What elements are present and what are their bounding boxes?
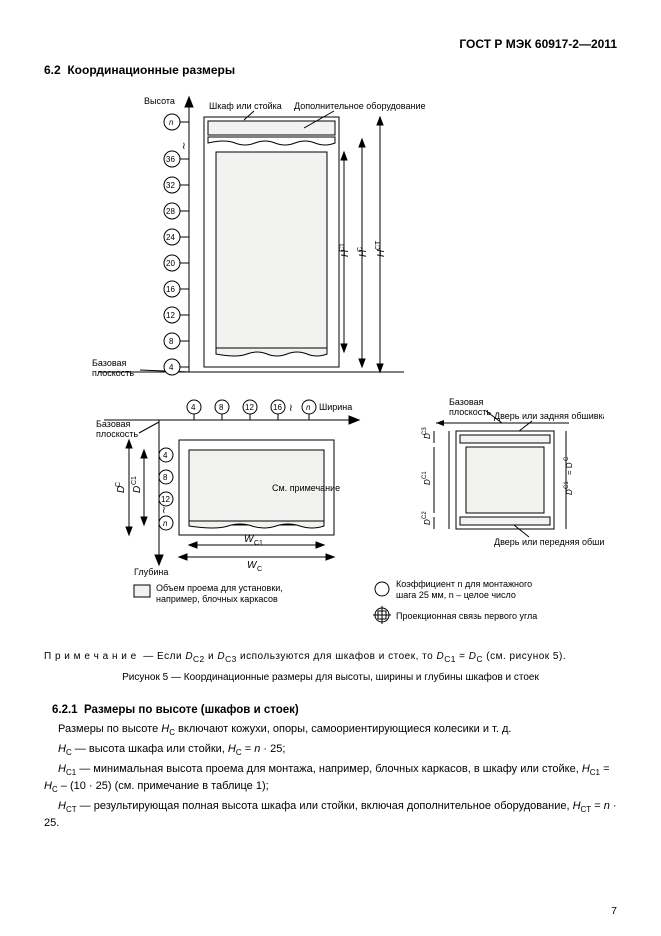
svg-text:n: n xyxy=(163,519,168,528)
figure-caption: Рисунок 5 — Координационные размеры для … xyxy=(44,671,617,685)
legend-n-1: Коэффициент n для монтажного xyxy=(396,579,532,589)
svg-text:плоскость: плоскость xyxy=(449,407,491,417)
subsection-number: 6.2.1 xyxy=(52,704,78,716)
section-heading: 6.2 Координационные размеры xyxy=(44,62,617,78)
svg-text:≀: ≀ xyxy=(289,403,293,414)
svg-text:C: C xyxy=(115,482,122,487)
svg-text:CT: CT xyxy=(375,240,382,250)
figure-top: Высота Базовая плоскость 4 8 12 16 20 24 28 32 3… xyxy=(44,82,617,387)
svg-text:C1: C1 xyxy=(254,540,263,547)
para-3: HCT — результирующая полная высота шкафа… xyxy=(44,799,617,831)
note-see: См. примечание xyxy=(272,483,340,493)
svg-text:≀: ≀ xyxy=(162,505,166,516)
para-0: Размеры по высоте HC включают кожухи, оп… xyxy=(44,722,617,739)
subsection-title: Размеры по высоте (шкафов и стоек) xyxy=(84,704,299,716)
y-axis-label: Высота xyxy=(144,96,175,106)
document-id: ГОСТ Р МЭК 60917-2—2011 xyxy=(44,36,617,52)
dim-dc1: D xyxy=(132,486,143,493)
svg-text:= D: = D xyxy=(565,462,574,475)
svg-text:4: 4 xyxy=(191,403,196,412)
svg-text:12: 12 xyxy=(245,403,254,412)
svg-text:8: 8 xyxy=(169,337,174,346)
para-2: HC1 — минимальная высота проема для монт… xyxy=(44,762,617,796)
section-title: Координационные размеры xyxy=(67,63,235,77)
svg-text:C: C xyxy=(564,456,570,461)
x-axis-label: Ширина xyxy=(319,402,352,412)
callout-door-top: Дверь или задняя обшивка xyxy=(494,411,604,421)
baseline-left-2: плоскость xyxy=(96,429,138,439)
svg-text:n: n xyxy=(306,403,311,412)
svg-text:C1: C1 xyxy=(422,471,428,479)
svg-text:8: 8 xyxy=(219,403,224,412)
subsection-heading: 6.2.1 Размеры по высоте (шкафов и стоек) xyxy=(52,703,617,719)
svg-text:16: 16 xyxy=(273,403,282,412)
callout-left: Шкаф или стойка xyxy=(209,101,282,111)
page-number: 7 xyxy=(611,904,617,918)
svg-text:12: 12 xyxy=(161,495,170,504)
baseline-left-1: Базовая xyxy=(96,419,131,429)
svg-text:16: 16 xyxy=(166,285,175,294)
callout-right: Дополнительное оборудование xyxy=(294,101,426,111)
svg-text:36: 36 xyxy=(166,155,175,164)
svg-text:4: 4 xyxy=(169,363,174,372)
svg-text:C3: C3 xyxy=(422,427,428,435)
svg-text:n: n xyxy=(169,118,174,127)
y-axis-label-depth: Глубина xyxy=(134,567,168,577)
svg-text:C1: C1 xyxy=(564,481,570,489)
svg-text:4: 4 xyxy=(163,451,168,460)
figure-bottom: Ширина Глубина Базовая плоскость 4 8 12 16 n… xyxy=(44,395,617,640)
svg-text:C1: C1 xyxy=(339,243,346,252)
figure-note: П р и м е ч а н и е — Если DC2 и DC3 исп… xyxy=(44,650,617,665)
svg-text:12: 12 xyxy=(166,311,175,320)
baseline-right: Базовая xyxy=(449,397,484,407)
legend-box-1: Объем проема для установки, xyxy=(156,583,283,593)
svg-text:C: C xyxy=(257,566,262,573)
svg-text:8: 8 xyxy=(163,473,168,482)
svg-text:≀: ≀ xyxy=(182,141,186,152)
legend-n-2: шага 25 мм, n – целое число xyxy=(396,590,516,600)
svg-text:20: 20 xyxy=(166,259,175,268)
svg-text:32: 32 xyxy=(166,181,175,190)
baseline-label-1: Базовая xyxy=(92,358,127,368)
svg-text:C2: C2 xyxy=(422,511,428,519)
legend-proj: Проекционная связь первого угла xyxy=(396,611,537,621)
svg-text:C1: C1 xyxy=(131,476,138,485)
svg-text:C: C xyxy=(357,247,364,252)
section-number: 6.2 xyxy=(44,63,61,77)
svg-text:28: 28 xyxy=(166,207,175,216)
para-1: HC — высота шкафа или стойки, HC = n · 2… xyxy=(44,742,617,759)
legend-box-2: например, блочных каркасов xyxy=(156,594,278,604)
callout-door-bottom: Дверь или передняя обшивка xyxy=(494,537,604,547)
baseline-label-2: плоскость xyxy=(92,368,134,378)
svg-text:24: 24 xyxy=(166,233,175,242)
